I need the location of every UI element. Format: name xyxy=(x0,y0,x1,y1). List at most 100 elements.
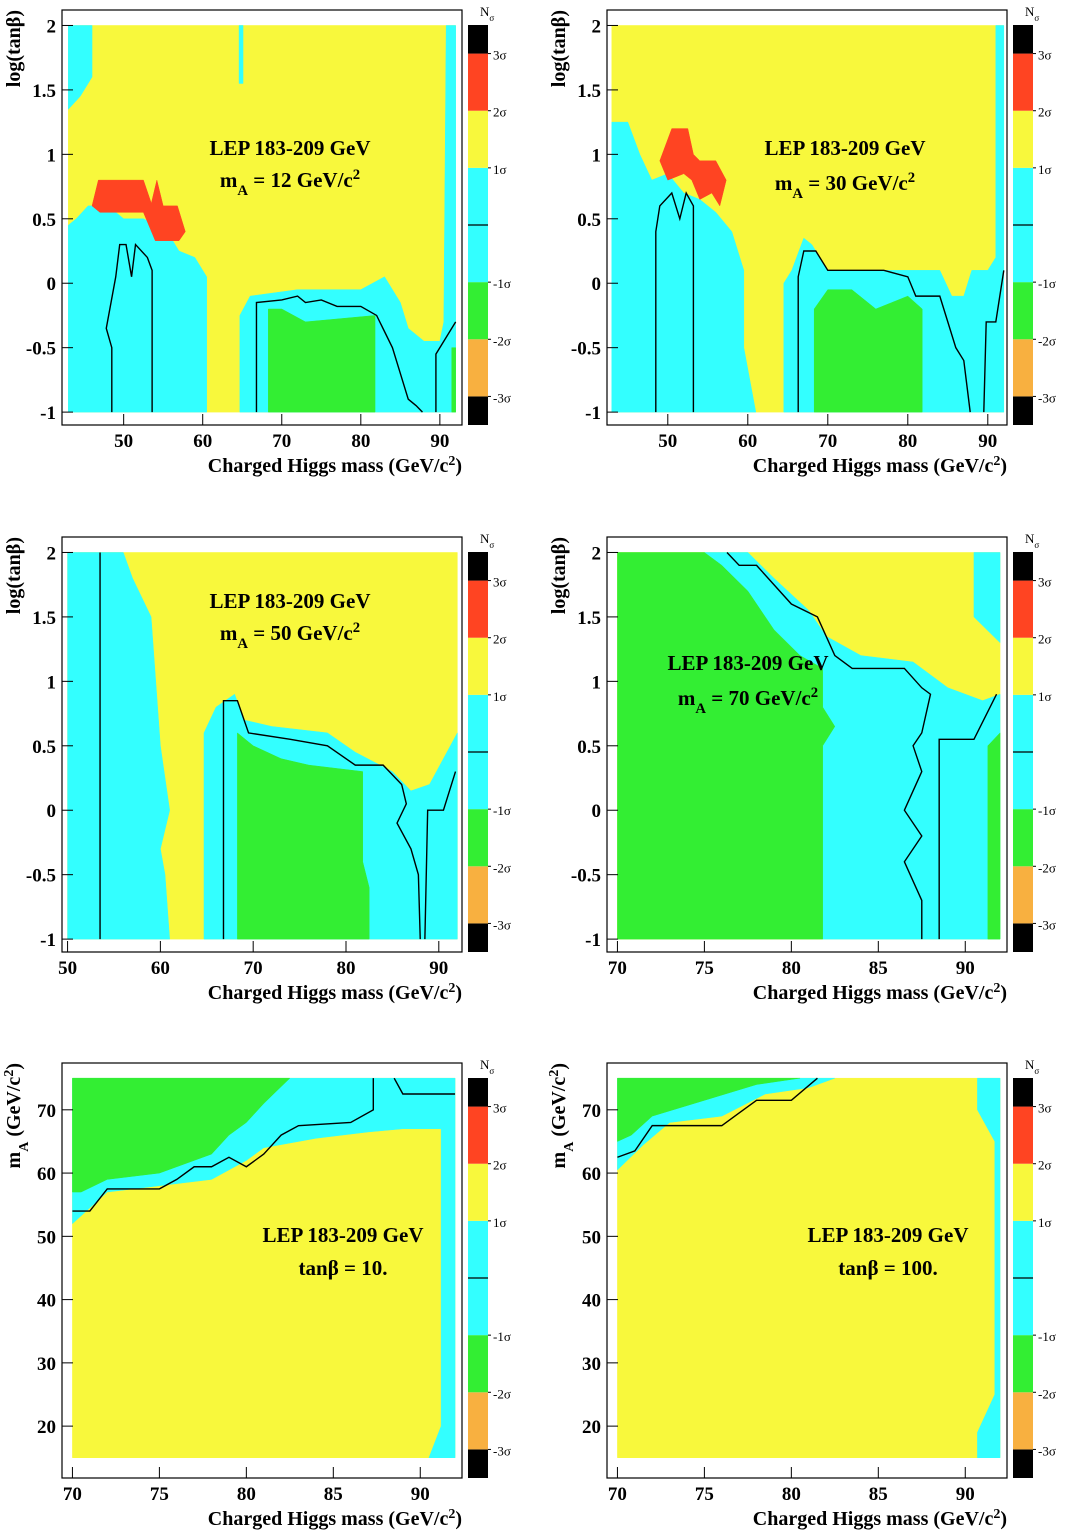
contour-line xyxy=(655,191,695,413)
y-tick-label: 70 xyxy=(37,1101,56,1122)
colorbar-label: 1σ xyxy=(1038,689,1052,704)
colorbar-band xyxy=(468,53,488,111)
annotation-part: A xyxy=(237,183,248,199)
region xyxy=(617,1077,801,1142)
colorbar-title-part: σ xyxy=(489,13,494,23)
annotation-part: 2 xyxy=(811,685,818,701)
x-tick-label: 85 xyxy=(324,1484,343,1505)
y-tick-label: 60 xyxy=(582,1164,601,1185)
colorbar-title-part: N xyxy=(480,4,490,19)
x-tick-label: 60 xyxy=(193,431,212,452)
colorbar-label: -2σ xyxy=(1038,333,1056,348)
annotation-part: m xyxy=(678,686,696,710)
frame xyxy=(61,1062,463,1479)
colorbar-label: -1σ xyxy=(493,1329,511,1344)
y-tick-label: 0 xyxy=(47,274,57,295)
annotation-part: LEP 183-209 GeV xyxy=(263,1223,424,1247)
x-tick-label: 50 xyxy=(58,958,77,979)
x-axis-title-part: ) xyxy=(455,982,462,1004)
colorbar-label: -3σ xyxy=(493,1443,511,1458)
colorbar-title-part: N xyxy=(480,531,490,546)
x-tick-label: 70 xyxy=(608,1484,627,1505)
colorbar-label: -3σ xyxy=(493,917,511,932)
frame xyxy=(61,536,463,953)
y-tick-label: 2 xyxy=(592,16,602,37)
x-tick-label: 70 xyxy=(272,431,291,452)
annotation: LEP 183-209 GeV xyxy=(263,1223,424,1247)
y-tick-label: 60 xyxy=(37,1164,56,1185)
y-tick-label: 1 xyxy=(592,145,602,166)
x-tick-label: 80 xyxy=(336,958,355,979)
colorbar-title-part: σ xyxy=(489,540,494,550)
x-axis-title-part: 2 xyxy=(448,1507,455,1522)
colorbar-label: 3σ xyxy=(493,48,507,63)
annotation-part: LEP 183-209 GeV xyxy=(210,589,371,613)
annotation: LEP 183-209 GeV xyxy=(210,589,371,613)
y-tick-label: 1.5 xyxy=(577,608,601,629)
annotation-part: 2 xyxy=(908,170,915,186)
x-tick-label: 70 xyxy=(244,958,263,979)
colorbar-band xyxy=(1013,866,1033,924)
x-axis-title-part: 2 xyxy=(448,981,455,996)
colorbar-label: 2σ xyxy=(1038,632,1052,647)
contour-line xyxy=(938,693,998,940)
y-axis-title-part: (GeV/c xyxy=(3,1077,25,1142)
colorbar-band xyxy=(1013,282,1033,340)
y-tick-label: 1 xyxy=(47,145,57,166)
y-axis-title: log(tanβ) xyxy=(548,10,570,87)
annotation-part: = 50 GeV/c xyxy=(248,621,353,645)
x-axis-title: Charged Higgs mass (GeV/c2) xyxy=(208,454,462,478)
colorbar-band xyxy=(1013,1449,1033,1478)
annotation-part: m xyxy=(220,168,238,192)
y-tick-label: 1.5 xyxy=(32,608,56,629)
annotation-part: A xyxy=(695,701,706,717)
colorbar-label: -2σ xyxy=(1038,1386,1056,1401)
colorbar-band xyxy=(468,25,488,54)
y-tick-label: 0 xyxy=(47,801,57,822)
x-tick-label: 75 xyxy=(695,1484,714,1505)
x-axis-title-part: 2 xyxy=(993,981,1000,996)
y-axis-title-part: log(tanβ) xyxy=(548,10,570,87)
contour-line xyxy=(222,699,421,940)
x-axis-title: Charged Higgs mass (GeV/c2) xyxy=(208,1507,462,1531)
annotation-part: A xyxy=(792,186,803,202)
colorbar-title: Nσ xyxy=(1025,4,1039,23)
colorbar-title: Nσ xyxy=(480,4,494,23)
y-tick-label: 1 xyxy=(47,672,57,693)
y-tick-label: 0.5 xyxy=(577,737,601,758)
colorbar-band xyxy=(468,1163,488,1221)
annotation-part: m xyxy=(775,171,793,195)
y-axis-title-part: ) xyxy=(548,1063,570,1070)
colorbar-band xyxy=(1013,110,1033,168)
colorbar-band xyxy=(468,923,488,952)
annotation: tanβ = 100. xyxy=(838,1256,937,1280)
y-tick-label: -0.5 xyxy=(571,866,601,887)
colorbar-title-part: σ xyxy=(1034,540,1039,550)
x-axis-title-part: Charged Higgs mass (GeV/c xyxy=(208,455,449,477)
y-tick-label: -1 xyxy=(585,930,601,951)
colorbar-title: Nσ xyxy=(1025,531,1039,550)
region xyxy=(451,347,456,413)
colorbar-label: -1σ xyxy=(1038,1329,1056,1344)
colorbar-label: -3σ xyxy=(493,390,511,405)
colorbar-band xyxy=(468,809,488,867)
x-tick-label: 60 xyxy=(151,958,170,979)
x-axis-title: Charged Higgs mass (GeV/c2) xyxy=(753,1507,1007,1531)
x-axis-title-part: ) xyxy=(1000,982,1007,1004)
annotation-part: LEP 183-209 GeV xyxy=(765,136,926,160)
x-axis-title-part: Charged Higgs mass (GeV/c xyxy=(753,1508,994,1530)
y-tick-label: 1.5 xyxy=(577,81,601,102)
annotation-part: LEP 183-209 GeV xyxy=(210,136,371,160)
y-tick-label: 0.5 xyxy=(577,210,601,231)
contour-line xyxy=(255,295,423,413)
region xyxy=(67,552,170,940)
colorbar-label: 2σ xyxy=(493,632,507,647)
y-axis-title: mA (GeV/c2) xyxy=(547,1063,577,1168)
contour-line xyxy=(983,270,1005,413)
contour-line xyxy=(105,242,153,413)
x-axis-title-part: Charged Higgs mass (GeV/c xyxy=(753,455,994,477)
y-tick-label: 1 xyxy=(592,672,602,693)
colorbar-band xyxy=(1013,923,1033,952)
